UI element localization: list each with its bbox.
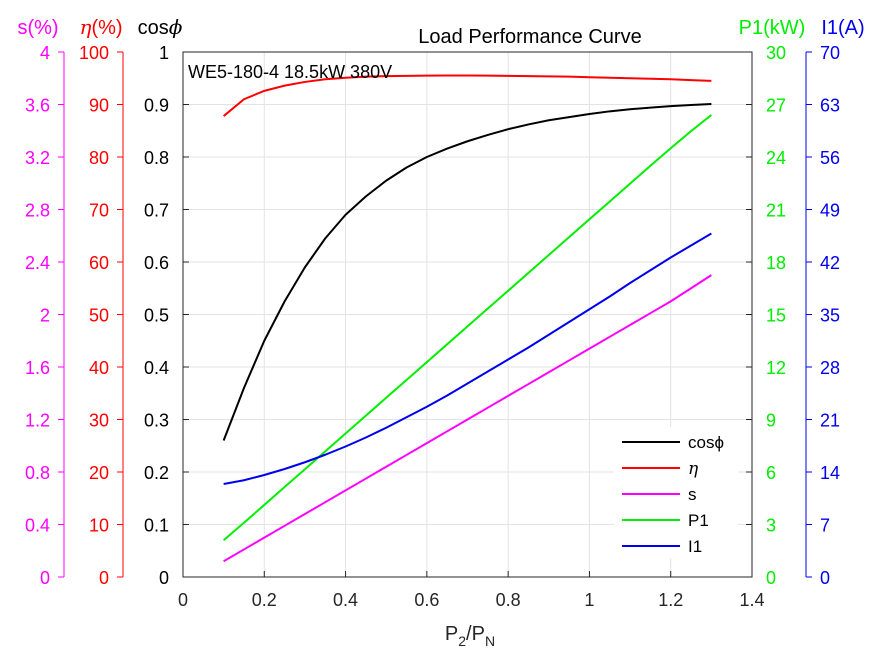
axis-tick-label-cos-6: 0.6 xyxy=(144,253,169,273)
axis-tick-label-i1-7: 49 xyxy=(820,201,840,221)
axis-tick-label-s-9: 3.6 xyxy=(25,96,50,116)
axis-tick-label-p1-8: 24 xyxy=(766,148,786,168)
x-axis-title-base: P xyxy=(445,623,458,645)
axis-tick-label-i1-8: 56 xyxy=(820,148,840,168)
axis-tick-label-i1-0: 0 xyxy=(820,568,830,588)
axis-tick-label-p1-6: 18 xyxy=(766,253,786,273)
series-line-1 xyxy=(223,74,712,117)
axis-tick-label-i1-6: 42 xyxy=(820,253,840,273)
x-tick-label-0: 0 xyxy=(178,590,188,610)
axis-tick-label-cos-2: 0.2 xyxy=(144,463,169,483)
x-tick-label-3: 0.6 xyxy=(414,590,439,610)
axis-tick-label-p1-0: 0 xyxy=(766,568,776,588)
axis-tick-label-i1-1: 7 xyxy=(820,516,830,536)
axis-tick-label-i1-5: 35 xyxy=(820,306,840,326)
x-axis-title-sep: /P xyxy=(466,623,485,645)
x-tick-label-1: 0.2 xyxy=(252,590,277,610)
axis-title-cos: cosϕ xyxy=(138,15,183,39)
axis-tick-label-i1-10: 70 xyxy=(820,43,840,63)
axis-title-eta-symbol: η xyxy=(79,15,91,39)
axis-tick-label-s-4: 1.6 xyxy=(25,358,50,378)
x-axis-title: P2/PN xyxy=(445,623,495,649)
legend-label-3: P1 xyxy=(688,511,709,530)
axis-tick-label-cos-7: 0.7 xyxy=(144,201,169,221)
axis-tick-label-cos-9: 0.9 xyxy=(144,96,169,116)
axis-tick-label-s-5: 2 xyxy=(40,306,50,326)
series-line-2 xyxy=(223,274,712,563)
axis-tick-label-p1-4: 12 xyxy=(766,358,786,378)
axis-tick-label-p1-7: 21 xyxy=(766,201,786,221)
axis-tick-label-i1-9: 63 xyxy=(820,96,840,116)
axis-tick-label-s-0: 0 xyxy=(40,568,50,588)
axis-tick-label-s-8: 3.2 xyxy=(25,148,50,168)
axis-title-cos-symbol: ϕ xyxy=(169,15,183,39)
axis-tick-label-cos-10: 1 xyxy=(159,43,169,63)
axis-tick-label-eta-6: 60 xyxy=(89,253,109,273)
axis-tick-label-s-10: 4 xyxy=(40,43,50,63)
series-line-3 xyxy=(222,114,712,542)
axis-tick-label-i1-3: 21 xyxy=(820,411,840,431)
axis-tick-label-eta-5: 50 xyxy=(89,306,109,326)
axis-tick-label-p1-5: 15 xyxy=(766,306,786,326)
axis-title-cos-base: cos xyxy=(138,17,169,39)
axis-title-i1: I1(A) xyxy=(821,17,864,39)
axis-tick-label-s-1: 0.4 xyxy=(25,516,50,536)
axes-layer: 0 0.2 0.4 0.6 0.8 1 1.2 1.400.40.81.21.622.42.8… xyxy=(25,43,840,610)
x-tick-label-2: 0.4 xyxy=(333,590,358,610)
axis-tick-label-i1-4: 28 xyxy=(820,358,840,378)
axis-tick-label-cos-3: 0.3 xyxy=(144,411,169,431)
axis-tick-label-s-3: 1.2 xyxy=(25,411,50,431)
axis-tick-label-eta-10: 100 xyxy=(79,43,109,63)
legend-entries: cosϕ ηs P1 I1 xyxy=(622,433,724,556)
legend-label-4: I1 xyxy=(688,537,702,556)
x-axis-title-sub2: N xyxy=(485,633,495,649)
axis-tick-label-eta-3: 30 xyxy=(89,411,109,431)
chart-annotation: WE5-180-4 18.5kW 380V xyxy=(188,62,392,82)
axis-tick-label-p1-3: 9 xyxy=(766,411,776,431)
x-tick-label-7: 1.4 xyxy=(739,590,764,610)
axis-tick-label-eta-7: 70 xyxy=(89,201,109,221)
axis-tick-label-eta-2: 20 xyxy=(89,463,109,483)
legend-box xyxy=(614,427,738,558)
axis-tick-label-eta-8: 80 xyxy=(89,148,109,168)
axis-tick-label-cos-0: 0 xyxy=(159,568,169,588)
axis-title-eta-unit: (%) xyxy=(91,17,122,39)
series-line-4 xyxy=(223,232,712,485)
axis-tick-label-i1-2: 14 xyxy=(820,463,840,483)
x-tick-label-5: 1 xyxy=(584,590,594,610)
axis-title-eta: η(%) xyxy=(79,15,122,39)
axis-tick-label-p1-2: 6 xyxy=(766,463,776,483)
axis-tick-label-eta-0: 0 xyxy=(99,568,109,588)
legend-label-2: s xyxy=(688,485,697,504)
axis-tick-label-cos-4: 0.4 xyxy=(144,358,169,378)
x-axis-title-sub1: 2 xyxy=(458,633,466,649)
legend: cosϕ ηs P1 I1 xyxy=(614,427,738,558)
axis-tick-label-eta-4: 40 xyxy=(89,358,109,378)
axis-tick-label-eta-9: 90 xyxy=(89,96,109,116)
legend-label-0: cosϕ xyxy=(688,433,724,452)
axis-title-p1: P1(kW) xyxy=(739,17,806,39)
x-tick-label-4: 0.8 xyxy=(496,590,521,610)
axis-tick-label-s-7: 2.8 xyxy=(25,201,50,221)
axis-tick-label-s-6: 2.4 xyxy=(25,253,50,273)
axis-tick-label-cos-1: 0.1 xyxy=(144,516,169,536)
axis-tick-label-p1-1: 3 xyxy=(766,516,776,536)
axis-tick-label-cos-8: 0.8 xyxy=(144,148,169,168)
series-layer xyxy=(222,74,712,563)
axis-tick-label-eta-1: 10 xyxy=(89,516,109,536)
x-tick-label-6: 1.2 xyxy=(658,590,683,610)
series-line-0 xyxy=(222,102,712,441)
axis-title-s: s(%) xyxy=(17,17,58,39)
axis-tick-label-p1-10: 30 xyxy=(766,43,786,63)
chart-title: Load Performance Curve xyxy=(418,26,641,48)
axis-tick-label-cos-5: 0.5 xyxy=(144,306,169,326)
axis-tick-label-s-2: 0.8 xyxy=(25,463,50,483)
axis-tick-label-p1-9: 27 xyxy=(766,96,786,116)
legend-label-1: η xyxy=(688,459,699,479)
